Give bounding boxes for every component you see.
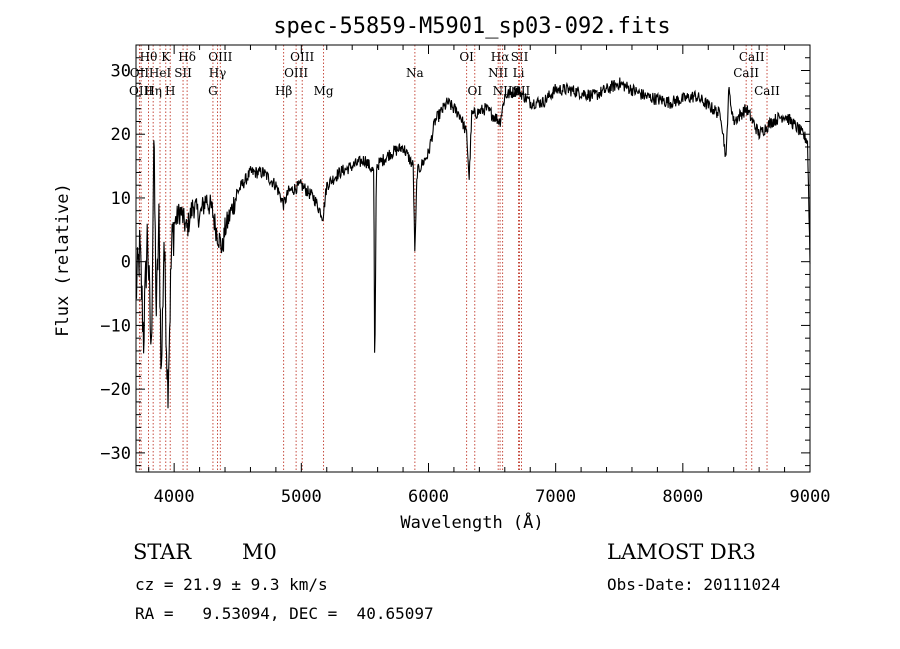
coordinates: RA = 9.53094, DEC = 40.65097 [135,604,434,623]
x-tick-label: 6000 [408,487,449,507]
spectrum-chart: spec-55859-M5901_sp03-092.fits Hθ OII OIII… [53,14,831,533]
reference-line-label: Hη [144,84,162,98]
reference-line-label: OI [467,84,482,98]
flux-series-line [135,77,811,409]
object-class: STAR [133,540,192,564]
x-tick-label: 4000 [154,487,195,507]
reference-line-label: Na [406,66,424,80]
y-tick-label: 30 [111,61,131,81]
reference-line-label: G [208,84,218,98]
reference-line-label: OI [459,50,474,64]
chart-title: spec-55859-M5901_sp03-092.fits [273,14,670,39]
reference-line-label: Hα [491,50,510,64]
reference-line-label: NII [488,66,508,80]
reference-line-label: CaII [739,50,765,64]
redshift-velocity: cz = 21.9 ± 9.3 km/s [135,575,328,594]
reference-line-label: OII [130,66,150,80]
reference-lines: Hθ OII OIII K HeI Hη Hδ SII H OIII Hγ G OIII OIII Hβ Mg… [129,45,780,472]
reference-line-label: Mg [314,84,334,98]
survey-name: LAMOST DR3 [607,540,756,564]
reference-line-label: OIII [290,50,314,64]
axis-ticks: 4000 5000 6000 7000 8000 9000 −30 −20 −10 0 10 20 30 [100,44,831,507]
y-tick-label: 0 [121,253,131,273]
reference-line-label: Li [513,66,525,80]
x-tick-label: 9000 [790,487,831,507]
y-tick-label: −10 [100,316,131,336]
reference-line-label: SII [174,66,192,80]
object-subclass: M0 [242,540,277,564]
observation-date: Obs-Date: 20111024 [607,575,781,594]
y-axis-label: Flux (relative) [53,183,73,337]
reference-line-label: K [161,50,171,64]
reference-line-label: CaII [733,66,759,80]
reference-line-label: CaII [754,84,780,98]
y-tick-label: −30 [100,444,131,464]
y-tick-label: 10 [111,189,131,209]
reference-line-label: OIII [284,66,308,80]
x-tick-label: 7000 [535,487,576,507]
reference-line-label: OIII [208,50,232,64]
x-axis-label: Wavelength (Å) [400,511,543,533]
reference-line-label: Hθ [140,50,158,64]
reference-line-label: HeI [149,66,172,80]
reference-line-label: Hγ [209,66,227,80]
x-tick-label: 8000 [662,487,703,507]
y-tick-label: −20 [100,380,131,400]
reference-line-label: OIII [129,84,153,98]
reference-line-label: Hδ [178,50,196,64]
y-tick-label: 20 [111,125,131,145]
reference-line-label: Hβ [275,84,292,98]
x-tick-label: 5000 [281,487,322,507]
reference-line-label: SII [511,50,529,64]
reference-line-label: H [165,84,175,98]
plot-frame [135,44,811,473]
